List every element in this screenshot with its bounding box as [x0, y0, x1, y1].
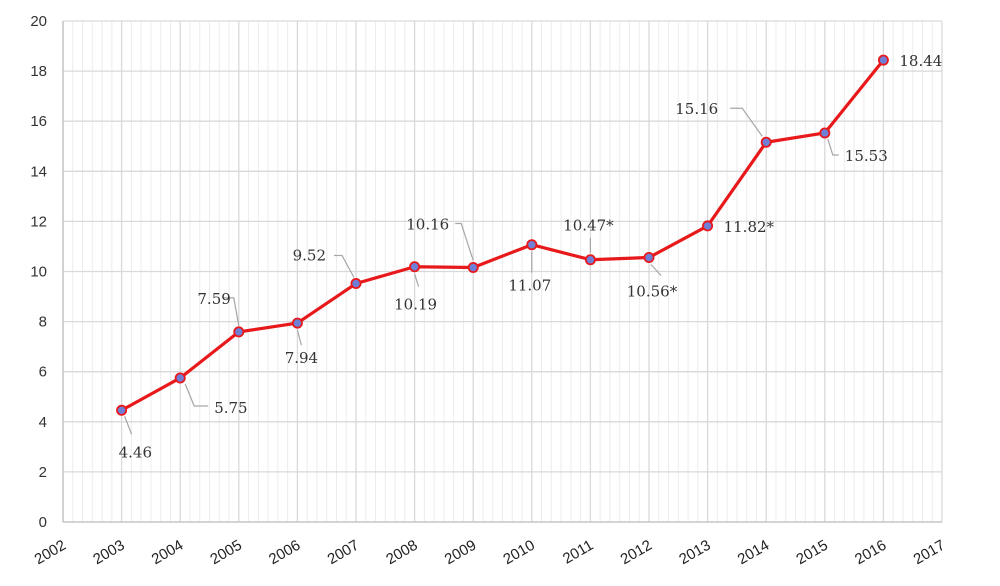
x-tick-label: 2013 [676, 537, 713, 568]
y-tick-label: 14 [30, 163, 47, 180]
data-point-marker [760, 136, 772, 148]
y-tick-label: 0 [39, 514, 47, 531]
x-tick-label: 2003 [90, 537, 127, 568]
x-tick-label: 2015 [793, 537, 830, 568]
data-point-marker [584, 254, 596, 266]
y-tick-label: 2 [39, 464, 47, 481]
data-label: 10.19 [394, 296, 437, 314]
label-leader-line [827, 138, 839, 156]
x-tick-label: 2017 [911, 537, 948, 568]
y-tick-label: 4 [39, 414, 47, 431]
series-line [120, 59, 885, 412]
data-label: 15.53 [845, 147, 888, 165]
label-leaders [124, 107, 839, 435]
data-point-marker [233, 326, 245, 338]
x-tick-label: 2016 [852, 537, 889, 568]
x-tick-label: 2004 [149, 537, 186, 568]
y-tick-label: 20 [30, 13, 47, 30]
y-tick-label: 18 [30, 63, 47, 80]
label-leader-line [222, 297, 240, 326]
data-point-marker [291, 317, 303, 329]
data-label: 18.44 [899, 52, 942, 70]
data-label: 11.82* [724, 218, 775, 236]
y-tick-label: 12 [30, 213, 47, 230]
data-label: 15.16 [675, 100, 718, 118]
x-tick-label: 2007 [325, 537, 362, 568]
data-point-marker [819, 127, 831, 139]
y-tick-label: 16 [30, 113, 47, 130]
data-point-marker [643, 251, 655, 263]
data-point-marker [174, 372, 186, 384]
data-label: 11.07 [508, 277, 551, 295]
data-label: 10.47* [563, 217, 614, 235]
x-axis-ticks: 2002 2003 2004 2005 2006 2007 2008 2009 2010 2011… [32, 537, 948, 568]
x-tick-label: 2010 [500, 537, 537, 568]
y-axis-ticks: 0 2 4 6 8 10 12 14 16 18 20 [30, 13, 47, 531]
y-tick-label: 6 [39, 364, 47, 381]
data-label: 7.94 [285, 349, 318, 367]
x-tick-label: 2008 [383, 537, 420, 568]
label-leader-line [124, 416, 133, 435]
data-label: 4.46 [119, 443, 152, 461]
axes [62, 21, 942, 523]
data-point-marker [467, 261, 479, 273]
series-polyline [120, 59, 885, 412]
data-point-marker [877, 54, 889, 66]
data-point-marker [350, 278, 362, 290]
label-leader-line [334, 254, 355, 278]
label-leader-line [296, 329, 302, 346]
data-markers [116, 54, 889, 416]
data-point-marker [702, 220, 714, 232]
data-labels: 4.46 5.75 7.59 7.94 9.52 10.19 10.16 11.07 10.47… [119, 52, 943, 461]
x-tick-label: 2009 [442, 537, 479, 568]
label-leader-line [730, 107, 763, 137]
data-point-marker [409, 261, 421, 273]
label-leader-line [650, 264, 662, 276]
data-label: 10.16 [406, 215, 449, 233]
data-label: 7.59 [197, 290, 230, 308]
label-leader-line [414, 273, 420, 287]
data-label: 9.52 [293, 247, 326, 265]
data-point-marker [116, 404, 128, 416]
x-tick-label: 2011 [560, 537, 596, 568]
y-tick-label: 8 [39, 314, 47, 331]
label-leader-line [455, 222, 474, 261]
data-point-marker [526, 239, 538, 251]
data-label: 5.75 [214, 399, 247, 417]
x-tick-label: 2006 [266, 537, 303, 568]
label-leader-line [184, 383, 209, 407]
data-label: 10.56* [627, 282, 678, 300]
x-tick-label: 2005 [207, 537, 244, 568]
x-tick-label: 2014 [735, 537, 772, 568]
y-tick-label: 10 [30, 264, 47, 281]
x-tick-label: 2012 [618, 537, 655, 568]
x-tick-label: 2002 [32, 537, 69, 568]
